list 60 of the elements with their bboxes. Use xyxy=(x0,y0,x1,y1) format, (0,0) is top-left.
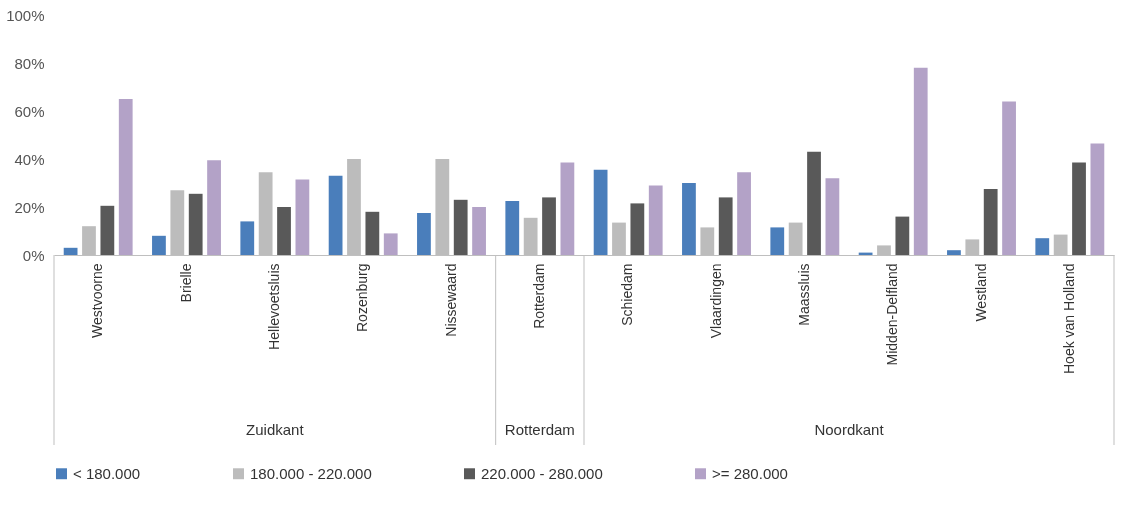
bar xyxy=(895,216,910,255)
x-tick-label: Midden-Delfland xyxy=(884,263,901,366)
x-tick-label: Westland xyxy=(972,263,989,322)
bar xyxy=(1072,162,1086,255)
bar xyxy=(100,205,115,255)
bar xyxy=(770,227,785,255)
bar xyxy=(737,172,751,255)
bar xyxy=(947,250,961,255)
x-tick-label: Hellevoetsluis xyxy=(265,263,282,350)
bar xyxy=(505,201,520,255)
legend-label: 180.000 - 220.000 xyxy=(250,464,372,482)
y-tick-label: 80% xyxy=(14,54,45,72)
x-tick-label: Rotterdam xyxy=(530,263,547,329)
bar xyxy=(118,99,133,255)
legend-label: >= 280.000 xyxy=(712,464,788,482)
y-tick-label: 100% xyxy=(6,6,45,24)
legend-label: < 180.000 xyxy=(73,464,141,482)
y-tick-label: 20% xyxy=(14,198,45,216)
bar xyxy=(1090,143,1105,255)
legend-label: 220.000 - 280.000 xyxy=(481,464,603,482)
bar xyxy=(240,221,255,255)
x-tick-label: Schiedam xyxy=(619,263,636,326)
y-tick-label: 40% xyxy=(14,150,45,168)
y-tick-label: 60% xyxy=(14,102,45,120)
x-tick-label: Westvoorne xyxy=(89,263,106,338)
x-tick-label: Brielle xyxy=(177,263,194,303)
text: Noordkant xyxy=(814,421,885,438)
bar xyxy=(913,67,928,255)
bar xyxy=(682,183,696,255)
bar xyxy=(277,207,291,255)
bar xyxy=(1035,238,1050,255)
x-tick-label: Rozenburg xyxy=(354,263,371,332)
bar xyxy=(207,160,221,255)
bar xyxy=(718,197,733,255)
bar xyxy=(472,207,486,255)
bar xyxy=(1002,101,1016,255)
bar xyxy=(417,213,431,255)
bar xyxy=(453,199,468,255)
bar xyxy=(63,247,78,255)
bar xyxy=(560,162,575,255)
bar xyxy=(648,185,663,255)
y-tick-label: 0% xyxy=(22,246,45,264)
bar xyxy=(328,175,343,255)
x-tick-label: Hoek van Holland xyxy=(1060,263,1077,375)
bar xyxy=(542,197,556,255)
bar xyxy=(365,211,380,255)
bar xyxy=(825,178,840,255)
bar xyxy=(807,151,821,255)
x-tick-label: Vlaardingen xyxy=(707,263,724,339)
bar xyxy=(630,203,645,255)
bar xyxy=(188,193,203,255)
bar xyxy=(152,235,166,255)
text: Rotterdam xyxy=(504,421,575,438)
bar xyxy=(593,169,608,255)
bar xyxy=(295,179,310,255)
bar xyxy=(383,233,398,255)
text: Zuidkant xyxy=(246,421,305,438)
x-tick-label: Nissewaard xyxy=(442,263,459,337)
bar xyxy=(983,189,998,255)
x-tick-label: Maassluis xyxy=(795,263,812,326)
